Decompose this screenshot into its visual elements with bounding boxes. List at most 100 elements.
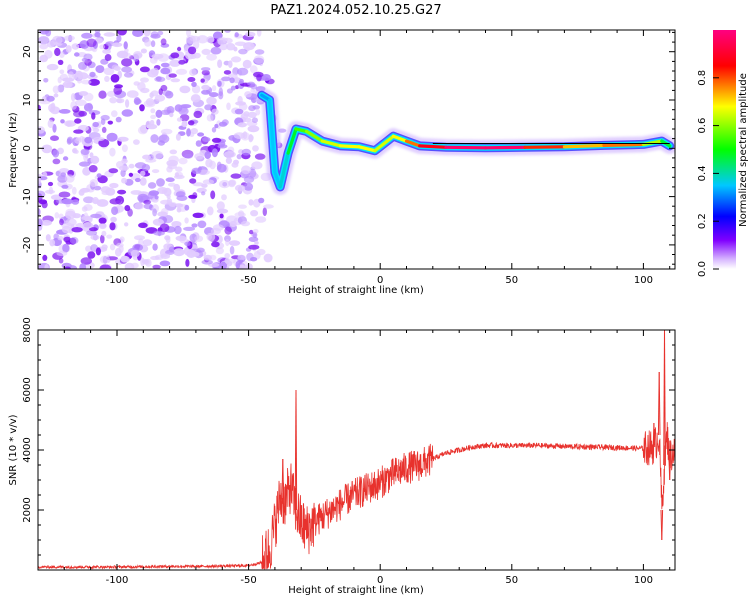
- spectrogram-noise-blob: [113, 66, 121, 71]
- x-tick-label: 50: [505, 275, 518, 286]
- spectrogram-noise-blob: [255, 216, 267, 223]
- spectrogram-noise-blob: [63, 35, 75, 41]
- spectrogram-noise-blob: [47, 119, 54, 128]
- spectrogram-noise-blob: [89, 179, 99, 188]
- spectrogram-noise-blob: [89, 71, 96, 78]
- y-tick-label: 6000: [22, 377, 33, 402]
- spectrogram-noise-blob: [99, 223, 107, 228]
- spectrogram-noise-blob: [114, 84, 123, 89]
- spectrogram-noise-blob: [204, 104, 213, 111]
- spectrogram-noise-blob: [243, 176, 255, 183]
- spectrogram-noise-blob: [160, 109, 172, 116]
- spectrogram-noise-blob: [134, 162, 147, 169]
- snr-spike: [658, 371, 661, 436]
- spectrogram-noise-blob: [195, 140, 202, 147]
- spectrogram-noise-blob: [140, 124, 148, 134]
- spectrogram-noise-blob: [99, 44, 106, 50]
- spectrogram-noise-blob: [38, 208, 41, 216]
- spectrogram-noise-blob: [41, 96, 47, 103]
- spectrogram-noise-blob: [80, 257, 93, 265]
- spectrogram-noise-blob: [73, 129, 84, 134]
- spectrogram-noise-blob: [152, 208, 158, 217]
- spectrogram-noise-blob: [201, 70, 210, 76]
- spectrogram-noise-blob: [109, 182, 119, 189]
- spectrogram-noise-blob: [77, 77, 82, 84]
- spectrogram-noise-blob: [160, 199, 172, 205]
- spectrogram-noise-blob: [93, 185, 102, 191]
- colorbar-ticks: 0.0 0.2 0.4 0.6 0.8: [697, 70, 719, 277]
- spectrogram-noise-blob: [109, 198, 122, 205]
- spectrogram-noise-blob: [50, 135, 59, 141]
- spectrogram-noise-blob: [42, 254, 48, 261]
- spectrogram-noise-blob: [144, 39, 152, 47]
- spectrogram-noise-blob: [90, 234, 100, 240]
- spectrogram-noise-blob: [240, 220, 251, 227]
- spectrogram-noise-blob: [229, 77, 235, 84]
- spectrogram-noise-blob: [132, 30, 144, 37]
- spectrogram-noise-blob: [109, 222, 116, 231]
- spectrogram-noise-blob: [85, 245, 92, 252]
- spectrogram-noise-blob: [90, 213, 102, 219]
- spectrogram-noise-blob: [214, 123, 219, 129]
- spectrogram-noise-blob: [173, 248, 185, 257]
- spectrogram-frame: [37, 29, 676, 270]
- snr-ticks: -100 -50 0 50 100 2000 4000 6000 8000: [22, 317, 675, 586]
- ridge-segment: [286, 127, 298, 155]
- spectrogram-noise-blob: [190, 53, 197, 60]
- spectrogram-noise-blob: [150, 67, 159, 76]
- spectrogram-noise-blob: [178, 59, 186, 65]
- spectrogram-noise-blob: [61, 184, 69, 189]
- spectrogram-noise-blob: [101, 126, 107, 133]
- spectrogram-noise-blob: [116, 97, 122, 104]
- spectrogram-noise-blob: [117, 30, 127, 36]
- spectrogram-noise-blob: [219, 180, 231, 189]
- spectrogram-noise-blob: [201, 183, 208, 188]
- spectrogram-noise-blob: [121, 66, 132, 73]
- snr-panel: -100 -50 0 50 100 2000 4000 6000 8000 Height of …: [8, 317, 676, 596]
- spectrogram-noise-blob: [96, 199, 109, 207]
- spectrogram-noise-blob: [101, 230, 107, 237]
- spectrogram-noise-blob: [160, 62, 170, 68]
- x-tick-label: -100: [106, 275, 129, 286]
- spectrogram-noise-blob: [178, 107, 189, 116]
- spectrogram-noise-blob: [139, 177, 147, 186]
- spectrogram-noise-blob: [104, 75, 110, 82]
- spectrogram-noise-blob: [154, 76, 166, 83]
- spectrogram-noise-blob: [96, 173, 102, 178]
- spectrogram-noise-blob: [64, 174, 75, 183]
- spectrogram-noise-blob: [137, 82, 146, 91]
- spectrogram-noise-blob: [99, 264, 112, 269]
- spectrogram-noise-blob: [234, 32, 239, 38]
- spectrogram-noise-blob: [163, 187, 172, 197]
- spectrogram-noise-blob: [263, 204, 274, 209]
- spectrogram-noise-blob: [241, 148, 251, 156]
- spectrogram-noise-blob: [251, 161, 263, 170]
- spectrogram-noise-blob: [191, 167, 202, 174]
- spectrogram-noise-blob: [83, 212, 89, 221]
- spectrogram-noise-blob: [116, 242, 124, 248]
- spectrogram-noise-blob: [82, 222, 94, 229]
- spectrogram-noise-blob: [201, 84, 210, 91]
- spectrogram-noise-blob: [71, 199, 80, 205]
- spectrogram-noise-blob: [100, 234, 105, 244]
- spectrogram-noise-blob: [250, 65, 258, 74]
- spectrogram-noise-blob: [90, 155, 100, 164]
- spectrogram-noise-blob: [191, 84, 201, 94]
- spectrogram-noise-blob: [254, 153, 266, 160]
- spectrogram-noise-blob: [82, 166, 91, 176]
- spectrogram-noise-blob: [63, 266, 71, 269]
- spectrogram-noise-blob: [168, 73, 177, 78]
- spectrogram-noise-blob: [254, 49, 265, 55]
- spectrogram-noise-blob: [175, 171, 183, 178]
- spectrogram-noise-blob: [59, 69, 65, 75]
- spectrogram-noise-blob: [253, 55, 265, 64]
- spectrogram-noise-blob: [240, 113, 249, 120]
- spectrogram-noise-blob: [100, 114, 110, 121]
- spectrogram-noise-blob: [57, 175, 68, 183]
- spectrogram-noise-blob: [123, 41, 128, 50]
- spectrogram-noise-blob: [190, 94, 201, 103]
- spectrogram-noise-blob: [83, 103, 94, 112]
- spectrogram-noise-blob: [108, 168, 119, 174]
- spectrogram-noise-blob: [150, 134, 159, 143]
